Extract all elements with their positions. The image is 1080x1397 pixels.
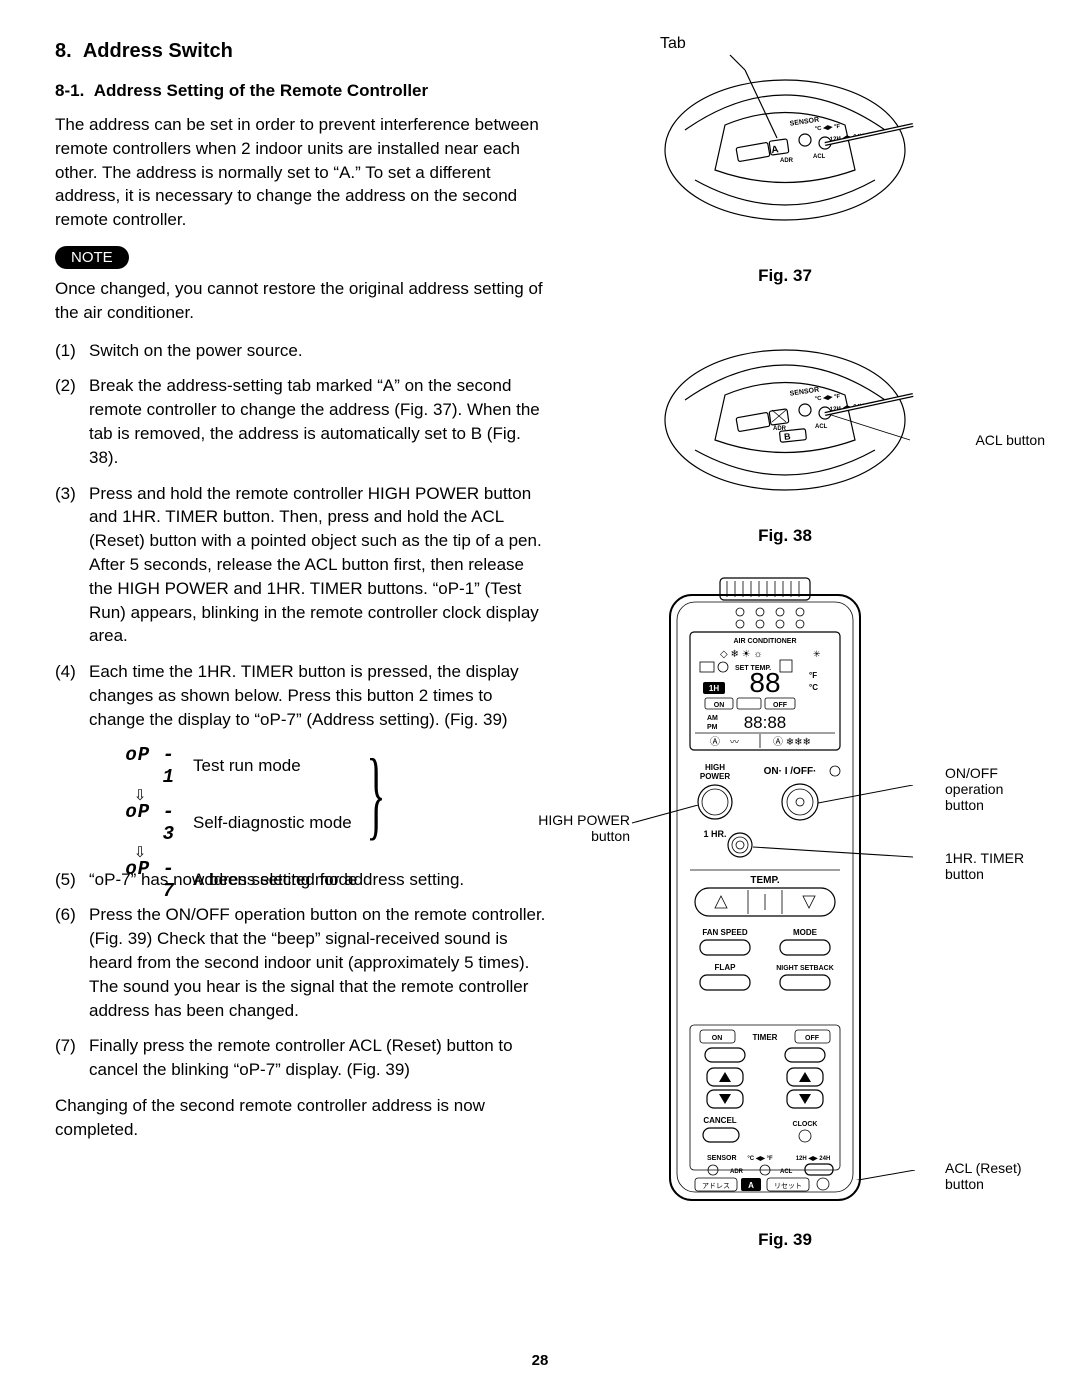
svg-text:FAN SPEED: FAN SPEED [702, 928, 748, 937]
svg-text:POWER: POWER [700, 772, 730, 781]
svg-text:°C ◀▶ °F: °C ◀▶ °F [815, 123, 841, 133]
svg-text:CLOCK: CLOCK [793, 1121, 818, 1128]
svg-text:12H ◀▶ 24H: 12H ◀▶ 24H [796, 1155, 831, 1162]
svg-text:1 HR.: 1 HR. [703, 829, 726, 839]
figure-39: AIR CONDITIONER ◇ ❄ ☀ ☼ ✳ SET TEMP. 88 °… [580, 570, 990, 1230]
svg-text:〰: 〰 [730, 737, 739, 747]
svg-text:°F: °F [809, 671, 817, 680]
intro-paragraph: The address can be set in order to preve… [55, 113, 550, 232]
svg-text:ON: ON [712, 1035, 723, 1042]
svg-text:ADR: ADR [780, 158, 794, 164]
svg-text:Ⓐ ❄❄❄: Ⓐ ❄❄❄ [773, 736, 811, 748]
svg-text:HIGH: HIGH [705, 763, 725, 772]
svg-text:°C: °C [809, 683, 818, 692]
svg-text:OFF: OFF [773, 702, 788, 709]
page-number: 28 [0, 1352, 1080, 1369]
svg-text:ON: ON [714, 702, 725, 709]
svg-text:B: B [784, 431, 792, 442]
figure-37: A SENSOR °C ◀▶ °F 12H ◀▶ 24H ADR ACL Tab [580, 40, 990, 260]
onehr-callout: 1HR. TIMER button [945, 850, 1025, 882]
svg-text:NIGHT SETBACK: NIGHT SETBACK [776, 965, 834, 972]
subsection-heading: 8-1. Address Setting of the Remote Contr… [55, 81, 550, 101]
svg-text:AIR CONDITIONER: AIR CONDITIONER [734, 638, 797, 645]
svg-text:AM: AM [707, 715, 718, 722]
svg-text:FLAP: FLAP [715, 963, 737, 972]
svg-text:CANCEL: CANCEL [703, 1116, 736, 1125]
tab-callout: Tab [660, 35, 686, 53]
note-text: Once changed, you cannot restore the ori… [55, 277, 550, 325]
svg-text:✳: ✳ [813, 649, 821, 659]
mode-diagram: oP - 1Test run mode ⇩ oP - 3Self-diagnos… [105, 744, 550, 854]
svg-text:アドレス: アドレス [702, 1182, 730, 1190]
svg-text:リセット: リセット [774, 1182, 802, 1190]
svg-text:ADR: ADR [730, 1169, 744, 1175]
svg-text:88: 88 [749, 667, 780, 698]
svg-text:A: A [748, 1181, 754, 1190]
svg-text:88:88: 88:88 [744, 713, 787, 732]
svg-text:PM: PM [707, 724, 718, 731]
svg-text:TIMER: TIMER [753, 1033, 778, 1042]
svg-text:MODE: MODE [793, 928, 818, 937]
fig38-caption: Fig. 38 [580, 526, 990, 546]
closing-paragraph: Changing of the second remote controller… [55, 1094, 550, 1142]
svg-text:1H: 1H [709, 684, 719, 693]
svg-text:ADR: ADR [773, 426, 787, 432]
svg-text:ACL: ACL [813, 154, 826, 160]
svg-text:ACL: ACL [815, 424, 828, 430]
fig37-caption: Fig. 37 [580, 266, 990, 286]
onoff-callout: ON/OFF operation button [945, 765, 1025, 813]
high-power-callout: HIGH POWER button [520, 812, 630, 844]
svg-text:Ⓐ: Ⓐ [710, 736, 720, 748]
svg-text:OFF: OFF [805, 1035, 820, 1042]
acl-callout: ACL button [975, 432, 1045, 448]
note-label: NOTE [55, 246, 129, 269]
fig39-caption: Fig. 39 [580, 1230, 990, 1250]
figure-38: B SENSOR °C ◀▶ °F 12H ◀▶ 24H ADR ACL ACL… [580, 310, 990, 520]
acl-reset-callout: ACL (Reset) button [945, 1160, 1025, 1192]
svg-text:◇ ❄ ☀ ☼: ◇ ❄ ☀ ☼ [720, 649, 763, 660]
svg-text:A: A [771, 144, 780, 156]
svg-text:ON· I /OFF·: ON· I /OFF· [764, 766, 817, 777]
svg-text:°C ◀▶ °F: °C ◀▶ °F [815, 393, 841, 403]
section-heading: 8. Address Switch [55, 40, 550, 63]
svg-text:SENSOR: SENSOR [707, 1155, 737, 1162]
svg-text:TEMP.: TEMP. [750, 875, 779, 886]
step-list: (1)Switch on the power source. (2)Break … [55, 339, 550, 732]
svg-text:°C ◀▶ °F: °C ◀▶ °F [747, 1155, 773, 1162]
svg-text:ACL: ACL [780, 1169, 793, 1175]
